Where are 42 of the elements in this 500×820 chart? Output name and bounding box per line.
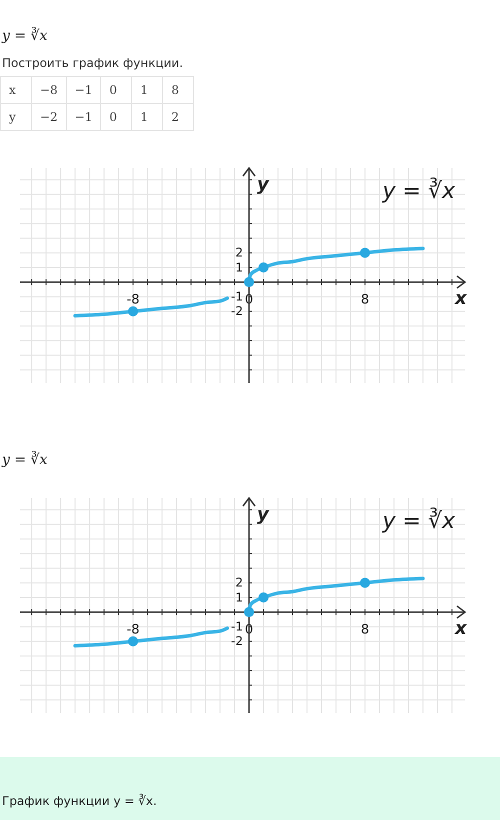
y-tick-label: -2	[231, 304, 244, 318]
text: 2	[162, 104, 194, 130]
chart-title: y = ∛x	[2, 452, 48, 468]
point	[128, 306, 138, 316]
text: x	[0, 76, 32, 104]
y-tick-label: 1	[235, 590, 244, 604]
x-tick-label: -8	[126, 292, 140, 308]
point	[360, 578, 370, 588]
text: y = ∛x	[382, 507, 456, 534]
y-axis-title: y	[257, 504, 270, 525]
text: 0	[100, 76, 132, 104]
text: y	[0, 104, 32, 130]
y-axis-title: y	[257, 174, 270, 195]
y-tick-label: -1	[231, 620, 244, 634]
x-tick-label: 8	[360, 622, 370, 638]
point	[258, 262, 269, 272]
text: −1	[66, 76, 101, 104]
x-axis-title: x	[454, 618, 468, 640]
y-tick-label: 2	[235, 576, 244, 590]
text: 1	[132, 76, 163, 104]
y-tick-label: -2	[231, 634, 244, 648]
text: y = ∛x	[382, 177, 456, 204]
x-tick-label: -8	[126, 622, 140, 638]
point	[244, 277, 254, 288]
y-tick-label: -1	[231, 290, 244, 304]
text: −8	[32, 76, 66, 104]
text: 1	[132, 104, 163, 130]
text: 0	[100, 104, 132, 130]
text: −2	[32, 104, 66, 130]
text: График функции y = ∛x.	[2, 794, 157, 808]
point	[258, 592, 269, 602]
x-tick-label: 8	[360, 292, 370, 308]
text: 8	[162, 76, 194, 104]
chart-title: y = ∛x	[2, 28, 48, 44]
y-tick-label: 2	[235, 246, 244, 260]
point	[244, 607, 254, 618]
chart-subtitle: Построить график функции.	[2, 56, 184, 70]
point	[360, 248, 370, 258]
text: −1	[66, 104, 101, 130]
y-tick-label: 1	[235, 260, 244, 274]
x-axis-title: x	[454, 288, 468, 310]
point	[128, 636, 138, 646]
